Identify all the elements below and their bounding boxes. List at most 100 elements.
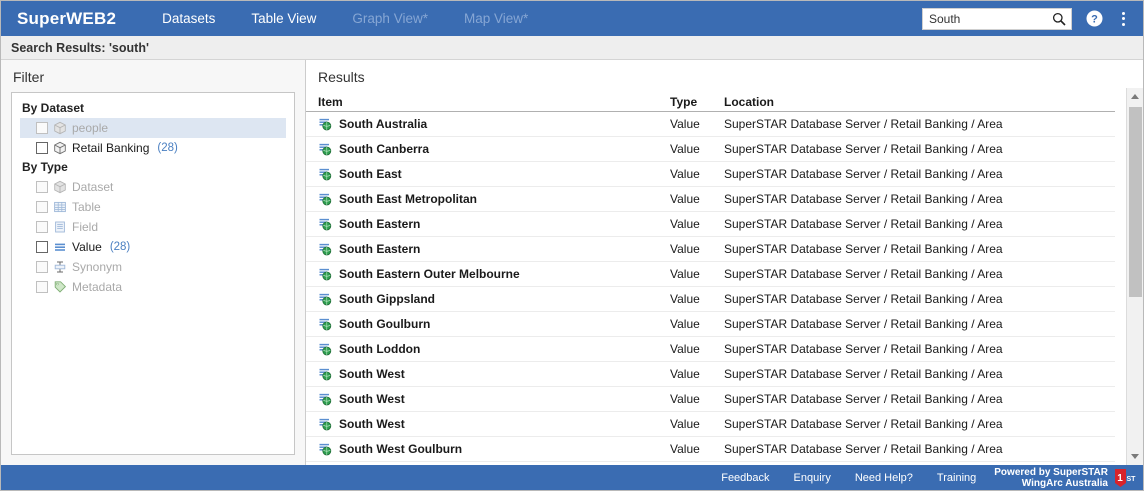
- result-location: SuperSTAR Database Server / Retail Banki…: [724, 267, 1003, 281]
- filter-checkbox-people: [36, 122, 48, 134]
- result-item-label: South Loddon: [339, 342, 421, 356]
- value-globe-icon: [318, 342, 333, 356]
- table-row[interactable]: South Canberra Value SuperSTAR Database …: [306, 137, 1115, 162]
- table-row[interactable]: South West Goulburn Value SuperSTAR Data…: [306, 437, 1115, 462]
- powered-by-text: Powered by SuperSTAR WingArc Australia: [994, 467, 1108, 489]
- filter-label-synonym: Synonym: [72, 260, 123, 274]
- table-row[interactable]: South Gippsland Value SuperSTAR Database…: [306, 287, 1115, 312]
- app-brand-logo: SuperWEB2: [17, 8, 117, 28]
- value-globe-icon: [318, 217, 333, 231]
- result-location: SuperSTAR Database Server / Retail Banki…: [724, 242, 1003, 256]
- help-circle-icon[interactable]: ?: [1086, 10, 1103, 27]
- footer-link-need-help[interactable]: Need Help?: [854, 471, 913, 484]
- powered-by-block: Powered by SuperSTAR WingArc Australia 1…: [994, 467, 1137, 489]
- table-row[interactable]: South Eastern Value SuperSTAR Database S…: [306, 237, 1115, 262]
- filter-item-people: people: [20, 118, 286, 138]
- filter-label-field: Field: [72, 220, 99, 234]
- result-item-label: South West Goulburn: [339, 442, 463, 456]
- result-type: Value: [670, 292, 700, 306]
- filter-checkbox-metadata: [36, 281, 48, 293]
- result-item-label: South East: [339, 167, 402, 181]
- result-location: SuperSTAR Database Server / Retail Banki…: [724, 367, 1003, 381]
- result-location: SuperSTAR Database Server / Retail Banki…: [724, 317, 1003, 331]
- nav-item-datasets[interactable]: Datasets: [162, 11, 216, 26]
- value-globe-icon: [318, 392, 333, 406]
- result-type: Value: [670, 392, 700, 406]
- result-item-label: South Eastern Outer Melbourne: [339, 267, 520, 281]
- search-box[interactable]: [922, 7, 1072, 30]
- scrollbar-track[interactable]: [1127, 105, 1144, 448]
- filter-group-title-by-dataset: By Dataset: [22, 101, 85, 115]
- field-list-icon: [53, 220, 67, 234]
- table-row[interactable]: South Australia Value SuperSTAR Database…: [306, 112, 1115, 137]
- top-navigation-bar: SuperWEB2 Datasets Table View Graph View…: [1, 1, 1143, 36]
- column-header-item[interactable]: Item: [318, 94, 343, 109]
- column-header-location[interactable]: Location: [724, 94, 774, 109]
- result-type: Value: [670, 192, 700, 206]
- table-row[interactable]: South West Value SuperSTAR Database Serv…: [306, 412, 1115, 437]
- result-location: SuperSTAR Database Server / Retail Banki…: [724, 417, 1003, 431]
- scroll-up-button[interactable]: [1127, 88, 1144, 105]
- footer-link-enquiry[interactable]: Enquiry: [793, 471, 831, 484]
- result-type: Value: [670, 267, 700, 281]
- filter-item-retail-banking[interactable]: Retail Banking (28): [20, 138, 286, 158]
- filter-checkbox-dataset: [36, 181, 48, 193]
- filter-panel: Filter By Dataset people: [1, 60, 306, 465]
- metadata-tag-icon: [53, 280, 67, 294]
- dataset-cube-icon: [53, 180, 67, 194]
- filter-checkbox-value[interactable]: [36, 241, 48, 253]
- results-table-body: South Australia Value SuperSTAR Database…: [306, 112, 1115, 465]
- table-row[interactable]: South Eastern Value SuperSTAR Database S…: [306, 212, 1115, 237]
- value-globe-icon: [318, 117, 333, 131]
- results-panel-title: Results: [306, 60, 1143, 92]
- 1st-logo-icon: 1 ST: [1113, 468, 1137, 488]
- dataset-cube-icon: [53, 121, 67, 135]
- result-type: Value: [670, 242, 700, 256]
- filter-checkbox-retail-banking[interactable]: [36, 142, 48, 154]
- kebab-menu-icon[interactable]: [1115, 10, 1131, 28]
- value-globe-icon: [318, 442, 333, 456]
- table-row[interactable]: South East Metropolitan Value SuperSTAR …: [306, 187, 1115, 212]
- filter-item-dataset: Dataset: [20, 177, 286, 197]
- result-location: SuperSTAR Database Server / Retail Banki…: [724, 142, 1003, 156]
- results-panel: Results Item Type Location: [306, 60, 1143, 465]
- filter-item-value[interactable]: Value (28): [20, 237, 286, 257]
- search-results-header: Search Results: 'south': [1, 36, 1143, 60]
- value-globe-icon: [318, 242, 333, 256]
- powered-by-line1: Powered by SuperSTAR: [994, 466, 1108, 478]
- main-content: Filter By Dataset people: [1, 60, 1143, 465]
- result-type: Value: [670, 142, 700, 156]
- dataset-cube-icon: [53, 141, 67, 155]
- result-item-label: South West: [339, 367, 405, 381]
- results-table-header: Item Type Location: [306, 92, 1115, 112]
- filter-item-metadata: Metadata: [20, 277, 286, 297]
- search-icon[interactable]: [1052, 12, 1066, 26]
- table-row[interactable]: South Goulburn Value SuperSTAR Database …: [306, 312, 1115, 337]
- table-row[interactable]: South West Value SuperSTAR Database Serv…: [306, 387, 1115, 412]
- filter-count-value: (28): [109, 241, 131, 253]
- page-title: Search Results: 'south': [11, 40, 149, 55]
- results-vertical-scrollbar[interactable]: [1126, 88, 1143, 465]
- svg-text:1: 1: [1117, 473, 1123, 484]
- result-location: SuperSTAR Database Server / Retail Banki…: [724, 392, 1003, 406]
- scroll-down-button[interactable]: [1127, 448, 1144, 465]
- result-type: Value: [670, 417, 700, 431]
- nav-item-map-view: Map View*: [463, 11, 529, 26]
- table-row[interactable]: South Loddon Value SuperSTAR Database Se…: [306, 337, 1115, 362]
- nav-item-table-view[interactable]: Table View: [251, 11, 317, 26]
- column-header-type[interactable]: Type: [670, 94, 698, 109]
- table-row[interactable]: South East Value SuperSTAR Database Serv…: [306, 162, 1115, 187]
- result-type: Value: [670, 342, 700, 356]
- search-input[interactable]: [923, 8, 1071, 29]
- result-location: SuperSTAR Database Server / Retail Banki…: [724, 117, 1003, 131]
- footer-link-training[interactable]: Training: [936, 471, 977, 484]
- table-row[interactable]: South Eastern Outer Melbourne Value Supe…: [306, 262, 1115, 287]
- result-item-label: South Canberra: [339, 142, 430, 156]
- result-item-label: South West: [339, 392, 405, 406]
- filter-label-value: Value: [72, 240, 102, 254]
- scrollbar-thumb[interactable]: [1128, 107, 1142, 297]
- table-row[interactable]: South West Value SuperSTAR Database Serv…: [306, 362, 1115, 387]
- result-item-label: South Eastern: [339, 217, 421, 231]
- footer-link-feedback[interactable]: Feedback: [721, 471, 770, 484]
- filter-count-retail-banking: (28): [157, 142, 178, 154]
